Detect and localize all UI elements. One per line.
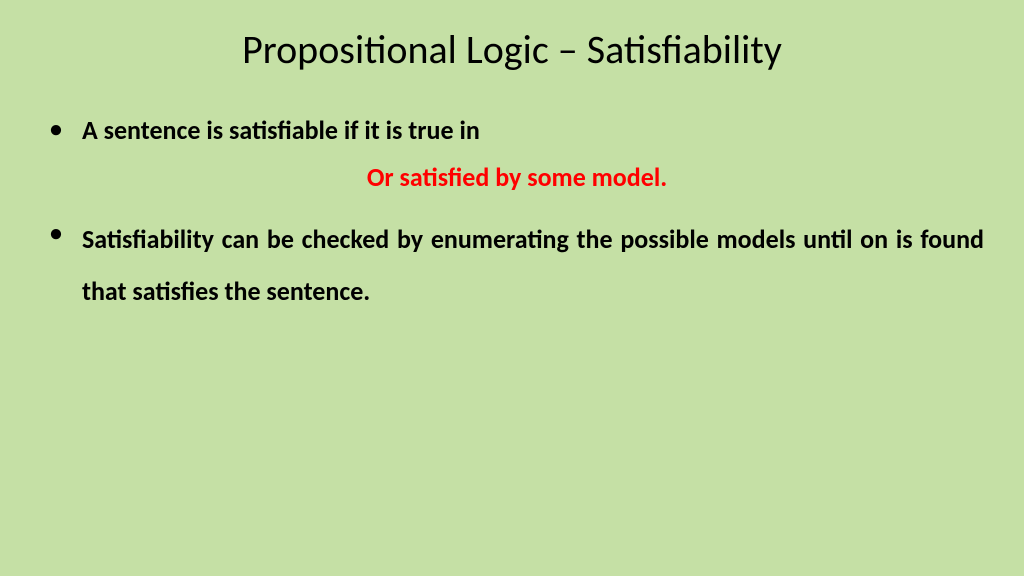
bullet-text-2: Satisfiability can be checked by enumera…: [82, 213, 984, 317]
bullet-item-1: • A sentence is satisfiable if it is tru…: [50, 109, 984, 151]
bullet-item-2: • Satisfiability can be checked by enume…: [50, 213, 984, 317]
slide-container: Propositional Logic – Satisfiability • A…: [0, 0, 1024, 576]
slide-content: • A sentence is satisfiable if it is tru…: [40, 109, 984, 317]
bullet-marker: •: [50, 213, 62, 255]
slide-title: Propositional Logic – Satisfiability: [40, 25, 984, 74]
bullet-text-1: A sentence is satisfiable if it is true …: [82, 109, 984, 151]
highlight-text: Or satisfied by some model.: [50, 161, 984, 193]
bullet-marker: •: [50, 109, 62, 151]
